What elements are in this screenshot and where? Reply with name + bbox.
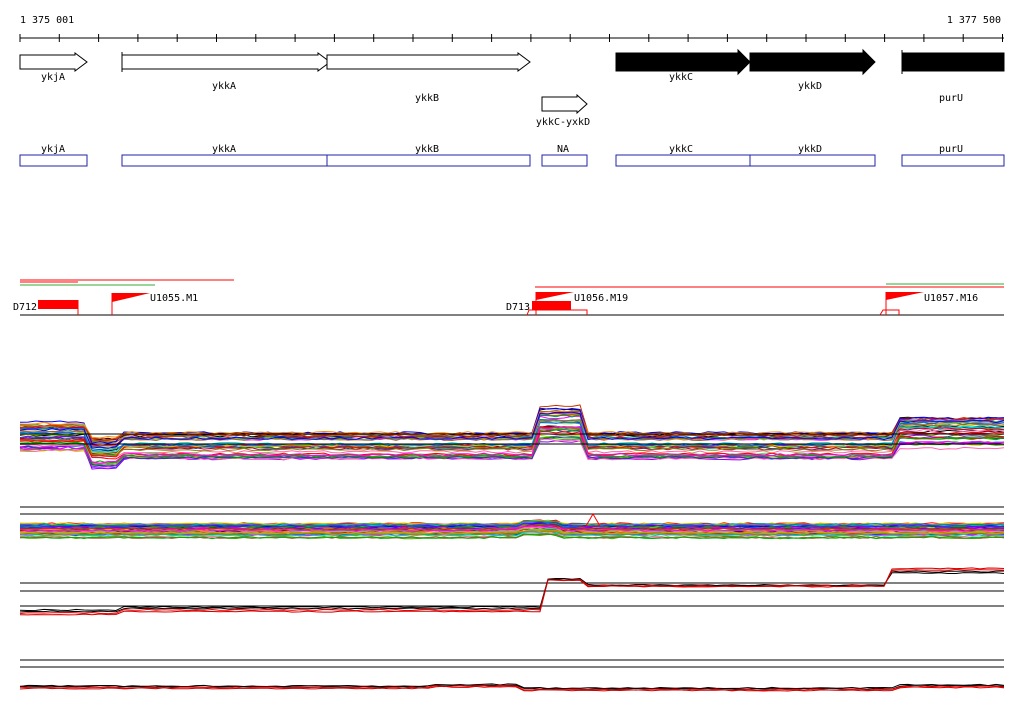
- downshift-D713[interactable]: D713: [506, 301, 588, 316]
- profile-line: [19, 410, 1005, 439]
- gene-track: ykjA ykkA ykkB ykkC-yxkD ykkC ykkD purU: [19, 48, 1005, 128]
- profile-line: [19, 520, 1005, 527]
- gene-label-ykkA: ykkA: [212, 81, 236, 92]
- profile-line: [19, 413, 1005, 447]
- gene-ykkD[interactable]: ykkD: [749, 48, 876, 92]
- expression-profile-track-2: [19, 506, 1005, 540]
- profile-line: [19, 428, 1005, 458]
- gene-arrow-ykkA: [121, 52, 331, 72]
- profile-line: [19, 415, 1005, 447]
- gene-purU[interactable]: purU: [901, 50, 1005, 104]
- profile-line: [20, 435, 1005, 464]
- gene-ykkA[interactable]: ykkA: [121, 52, 331, 92]
- gene-arrow-ykkC: [615, 48, 751, 76]
- annotation-label: ykkC: [669, 144, 693, 155]
- profile-line: [19, 529, 1005, 535]
- upshift-U1057-M16[interactable]: U1057.M16: [879, 292, 978, 316]
- downshift-outline: [526, 309, 588, 316]
- downshift-label: D713: [506, 302, 530, 313]
- downshift-bar: [38, 300, 78, 309]
- downshift-bar: [532, 301, 571, 310]
- upshift-label: U1055.M1: [150, 293, 198, 304]
- annotation-label: ykkB: [415, 144, 439, 155]
- upshift-flag: [886, 292, 924, 300]
- annotation-box-ykkD[interactable]: ykkD: [749, 144, 876, 167]
- profile-line: [19, 567, 1005, 616]
- annotation-box-NA[interactable]: NA: [541, 144, 588, 167]
- ruler-end-label: 1 377 500: [947, 15, 1001, 26]
- gene-ykjA[interactable]: ykjA: [19, 52, 88, 83]
- upshift-outline: [879, 309, 900, 316]
- gene-label-purU: purU: [939, 93, 963, 104]
- upshift-flag: [536, 292, 574, 300]
- coordinate-ruler: 1 375 001 1 377 500: [19, 15, 1004, 42]
- feature-track: D712 U1055.M1 D713 U1056.M19 U1057.M16: [13, 279, 1004, 316]
- peak-marker: [585, 513, 601, 527]
- ruler-ticks: [19, 34, 1003, 42]
- profile-line: [19, 527, 1005, 534]
- profile-line: [19, 572, 1005, 612]
- annotation-label: purU: [939, 144, 963, 155]
- expression-profile-track-4: [19, 659, 1005, 692]
- upshift-flag: [112, 293, 150, 302]
- profile-line: [19, 570, 1005, 613]
- gene-label-ykkC: ykkC: [669, 72, 693, 83]
- profile-line: [19, 411, 1005, 449]
- gene-arrow-ykkC-yxkD: [541, 93, 588, 115]
- profile-line: [19, 533, 1005, 540]
- gene-arrow-ykjA: [19, 52, 88, 72]
- annotation-label: ykkD: [798, 144, 822, 155]
- annotation-box-ykkB[interactable]: ykkB: [326, 144, 531, 167]
- annotation-box-ykkA[interactable]: ykkA: [121, 144, 330, 167]
- gene-arrow-ykkD: [749, 48, 876, 76]
- profile-line: [19, 426, 1005, 464]
- gene-arrow-ykkB: [326, 52, 531, 72]
- ruler-start-label: 1 375 001: [20, 15, 74, 26]
- annotation-box-purU[interactable]: purU: [901, 144, 1005, 167]
- gene-label-ykkC-yxkD: ykkC-yxkD: [536, 117, 590, 128]
- annotation-track: ykjA ykkA ykkB NA ykkC ykkD purU: [19, 144, 1005, 167]
- profile-line: [19, 530, 1005, 537]
- profile-line: [19, 521, 1005, 528]
- profile-line: [19, 412, 1005, 441]
- upshift-label: U1056.M19: [574, 293, 628, 304]
- profile-line: [19, 685, 1005, 692]
- gene-arrow-purU: [901, 52, 1005, 72]
- gene-ykkC-yxkD[interactable]: ykkC-yxkD: [536, 93, 590, 128]
- downshift-D712[interactable]: D712: [13, 300, 79, 315]
- gene-label-ykkD: ykkD: [798, 81, 822, 92]
- upshift-U1056-M19[interactable]: U1056.M19: [535, 292, 628, 315]
- gene-label-ykjA: ykjA: [41, 72, 65, 83]
- gene-ykkC[interactable]: ykkC: [615, 48, 751, 83]
- expression-profile-track-3: [19, 567, 1005, 616]
- gene-ykkB[interactable]: ykkB: [326, 52, 531, 104]
- downshift-label: D712: [13, 302, 37, 313]
- profile-line: [19, 414, 1005, 449]
- upshift-label: U1057.M16: [924, 293, 978, 304]
- annotation-label: ykjA: [41, 144, 65, 155]
- annotation-label: ykkA: [212, 144, 236, 155]
- profile-line: [19, 524, 1005, 531]
- profile-line: [19, 525, 1005, 532]
- profile-line: [19, 426, 1005, 456]
- annotation-box-ykjA[interactable]: ykjA: [19, 144, 88, 167]
- expression-profile-track-1: [19, 404, 1005, 470]
- gene-label-ykkB: ykkB: [415, 93, 439, 104]
- profile-line: [19, 685, 1005, 691]
- annotation-label: NA: [557, 144, 569, 155]
- upshift-U1055-M1[interactable]: U1055.M1: [111, 293, 198, 315]
- annotation-box-ykkC[interactable]: ykkC: [615, 144, 751, 167]
